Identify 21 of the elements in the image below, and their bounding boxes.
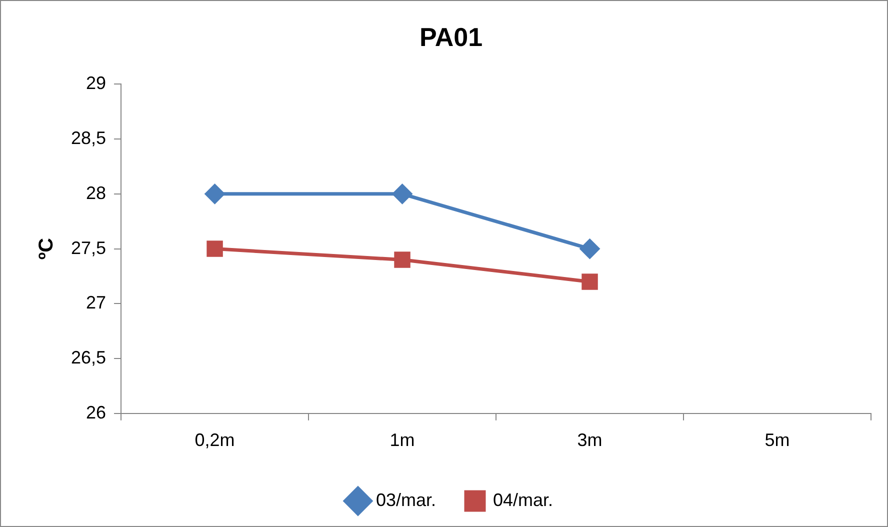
legend-label: 04/mar.	[493, 490, 554, 510]
y-tick-label: 28,5	[70, 128, 106, 148]
legend-label: 03/mar.	[376, 490, 436, 510]
x-tick-label: 5m	[764, 430, 790, 450]
y-tick-label: 26	[86, 402, 106, 422]
point	[580, 239, 600, 259]
chart-title: PA01	[419, 22, 483, 52]
point	[392, 184, 412, 204]
x-tick-label: 0,2m	[194, 430, 235, 450]
x-tick-label: 3m	[577, 430, 602, 450]
y-tick-label: 27	[86, 292, 106, 313]
y-tick-label: 28	[86, 182, 106, 203]
point	[205, 184, 225, 204]
y-tick-label: 29	[86, 73, 106, 94]
y-tick-label: 26,5	[70, 348, 106, 368]
point	[206, 240, 223, 257]
y-tick-label: 27,5	[70, 238, 106, 258]
point	[394, 252, 410, 268]
point	[582, 274, 598, 290]
x-tick-label: 1m	[390, 430, 415, 450]
y-axis-title: ºC	[36, 238, 58, 260]
